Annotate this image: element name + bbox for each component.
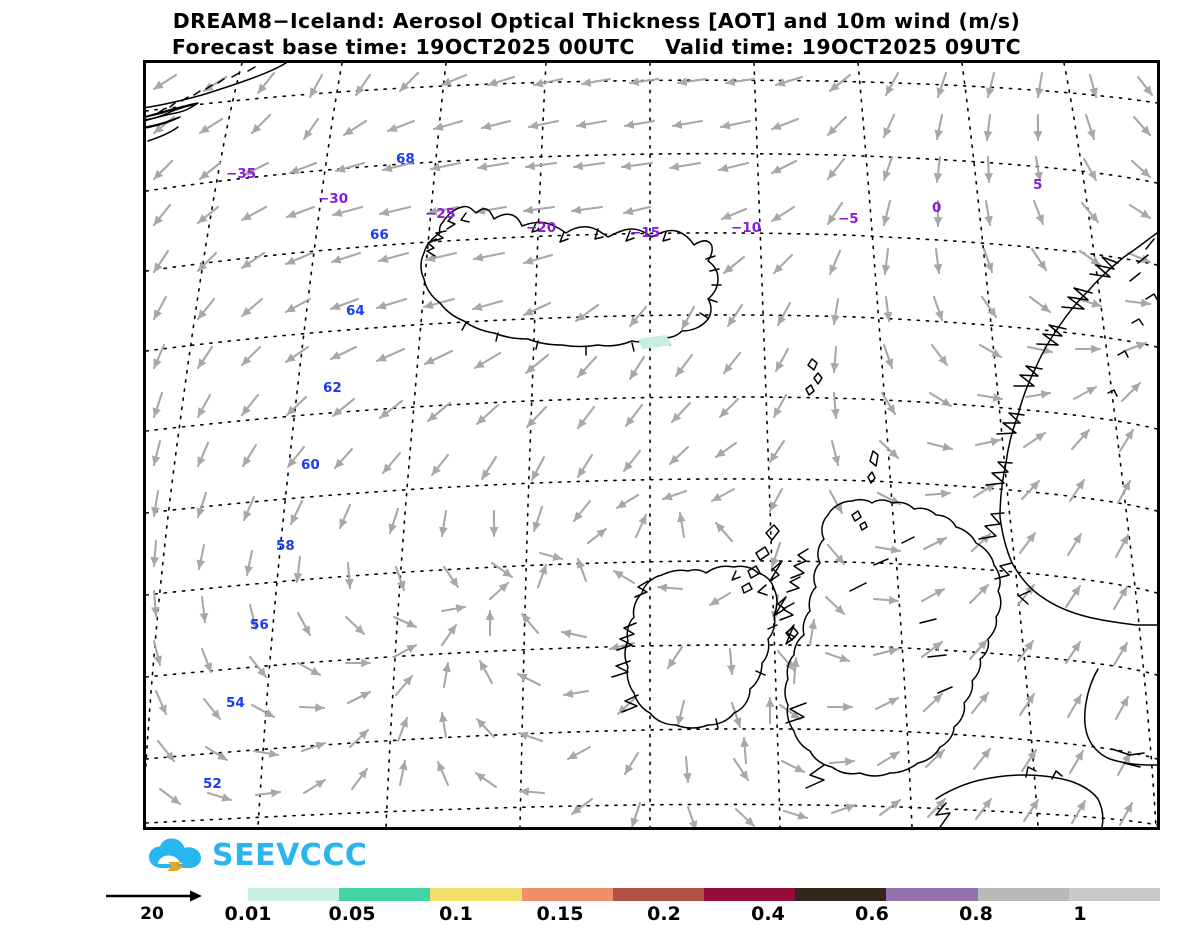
coastline-ireland <box>624 565 778 729</box>
coastline-nw-europe <box>935 774 1104 827</box>
colorbar-tick-0: 0.01 <box>224 903 272 925</box>
coastline-faroe <box>805 358 823 396</box>
coastline-denmark <box>1083 668 1157 766</box>
colorbar-swatch-3 <box>521 888 613 901</box>
colorbar-tick-5: 0.4 <box>751 903 785 925</box>
coastline-isle-of-man <box>785 626 799 641</box>
map-canvas <box>146 63 1157 827</box>
seevccc-logo: SEEVCCC <box>148 836 380 876</box>
aot-patch-iceland <box>638 335 672 349</box>
graticule <box>146 63 1157 827</box>
colorbar-swatch-7 <box>886 888 978 901</box>
title-line-1: DREAM8−Iceland: Aerosol Optical Thicknes… <box>172 9 1021 33</box>
coastlines <box>146 63 1157 827</box>
wind-scale-reference: 20 <box>104 888 212 928</box>
colorbar-swatch-0 <box>248 888 340 901</box>
logo-text: SEEVCCC <box>212 838 368 873</box>
coastline-orkney <box>851 510 868 531</box>
colorbar-swatch-2 <box>430 888 522 901</box>
colorbar-tick-3: 0.15 <box>536 903 584 925</box>
wind-scale-arrow-icon <box>106 890 202 902</box>
coastline-iceland <box>420 205 719 348</box>
wind-vector-field <box>150 71 1154 827</box>
cloud-icon <box>149 838 201 871</box>
colorbar-tick-1: 0.05 <box>328 903 376 925</box>
colorbar-tick-7: 0.8 <box>959 903 993 925</box>
colorbar-tick-labels: 0.01 0.05 0.1 0.15 0.2 0.4 0.6 0.8 1 <box>225 903 1160 929</box>
coastline-great-britain <box>784 498 1002 777</box>
wind-scale-value: 20 <box>140 904 164 924</box>
coastline-shetland <box>867 450 879 484</box>
colorbar-tick-4: 0.2 <box>647 903 681 925</box>
coastline-hebrides <box>741 524 780 594</box>
colorbar-tick-2: 0.1 <box>439 903 473 925</box>
title-block: DREAM8−Iceland: Aerosol Optical Thicknes… <box>0 8 1193 60</box>
colorbar-swatch-6 <box>795 888 887 901</box>
colorbar-swatch-4 <box>612 888 705 901</box>
aot-colorbar <box>248 888 1161 901</box>
map-plot-area[interactable]: 68 66 64 62 60 58 56 54 52 50 −35 −30 −2… <box>143 60 1160 830</box>
title-line-2: Forecast base time: 19OCT2025 00UTC Vali… <box>171 35 1022 59</box>
colorbar-tick-8: 1 <box>1073 903 1087 925</box>
colorbar-swatch-8 <box>977 888 1069 901</box>
colorbar-swatch-1 <box>339 888 431 901</box>
colorbar-swatch-5 <box>704 888 796 901</box>
colorbar-swatch-9 <box>1068 888 1161 901</box>
colorbar-tick-6: 0.6 <box>855 903 889 925</box>
